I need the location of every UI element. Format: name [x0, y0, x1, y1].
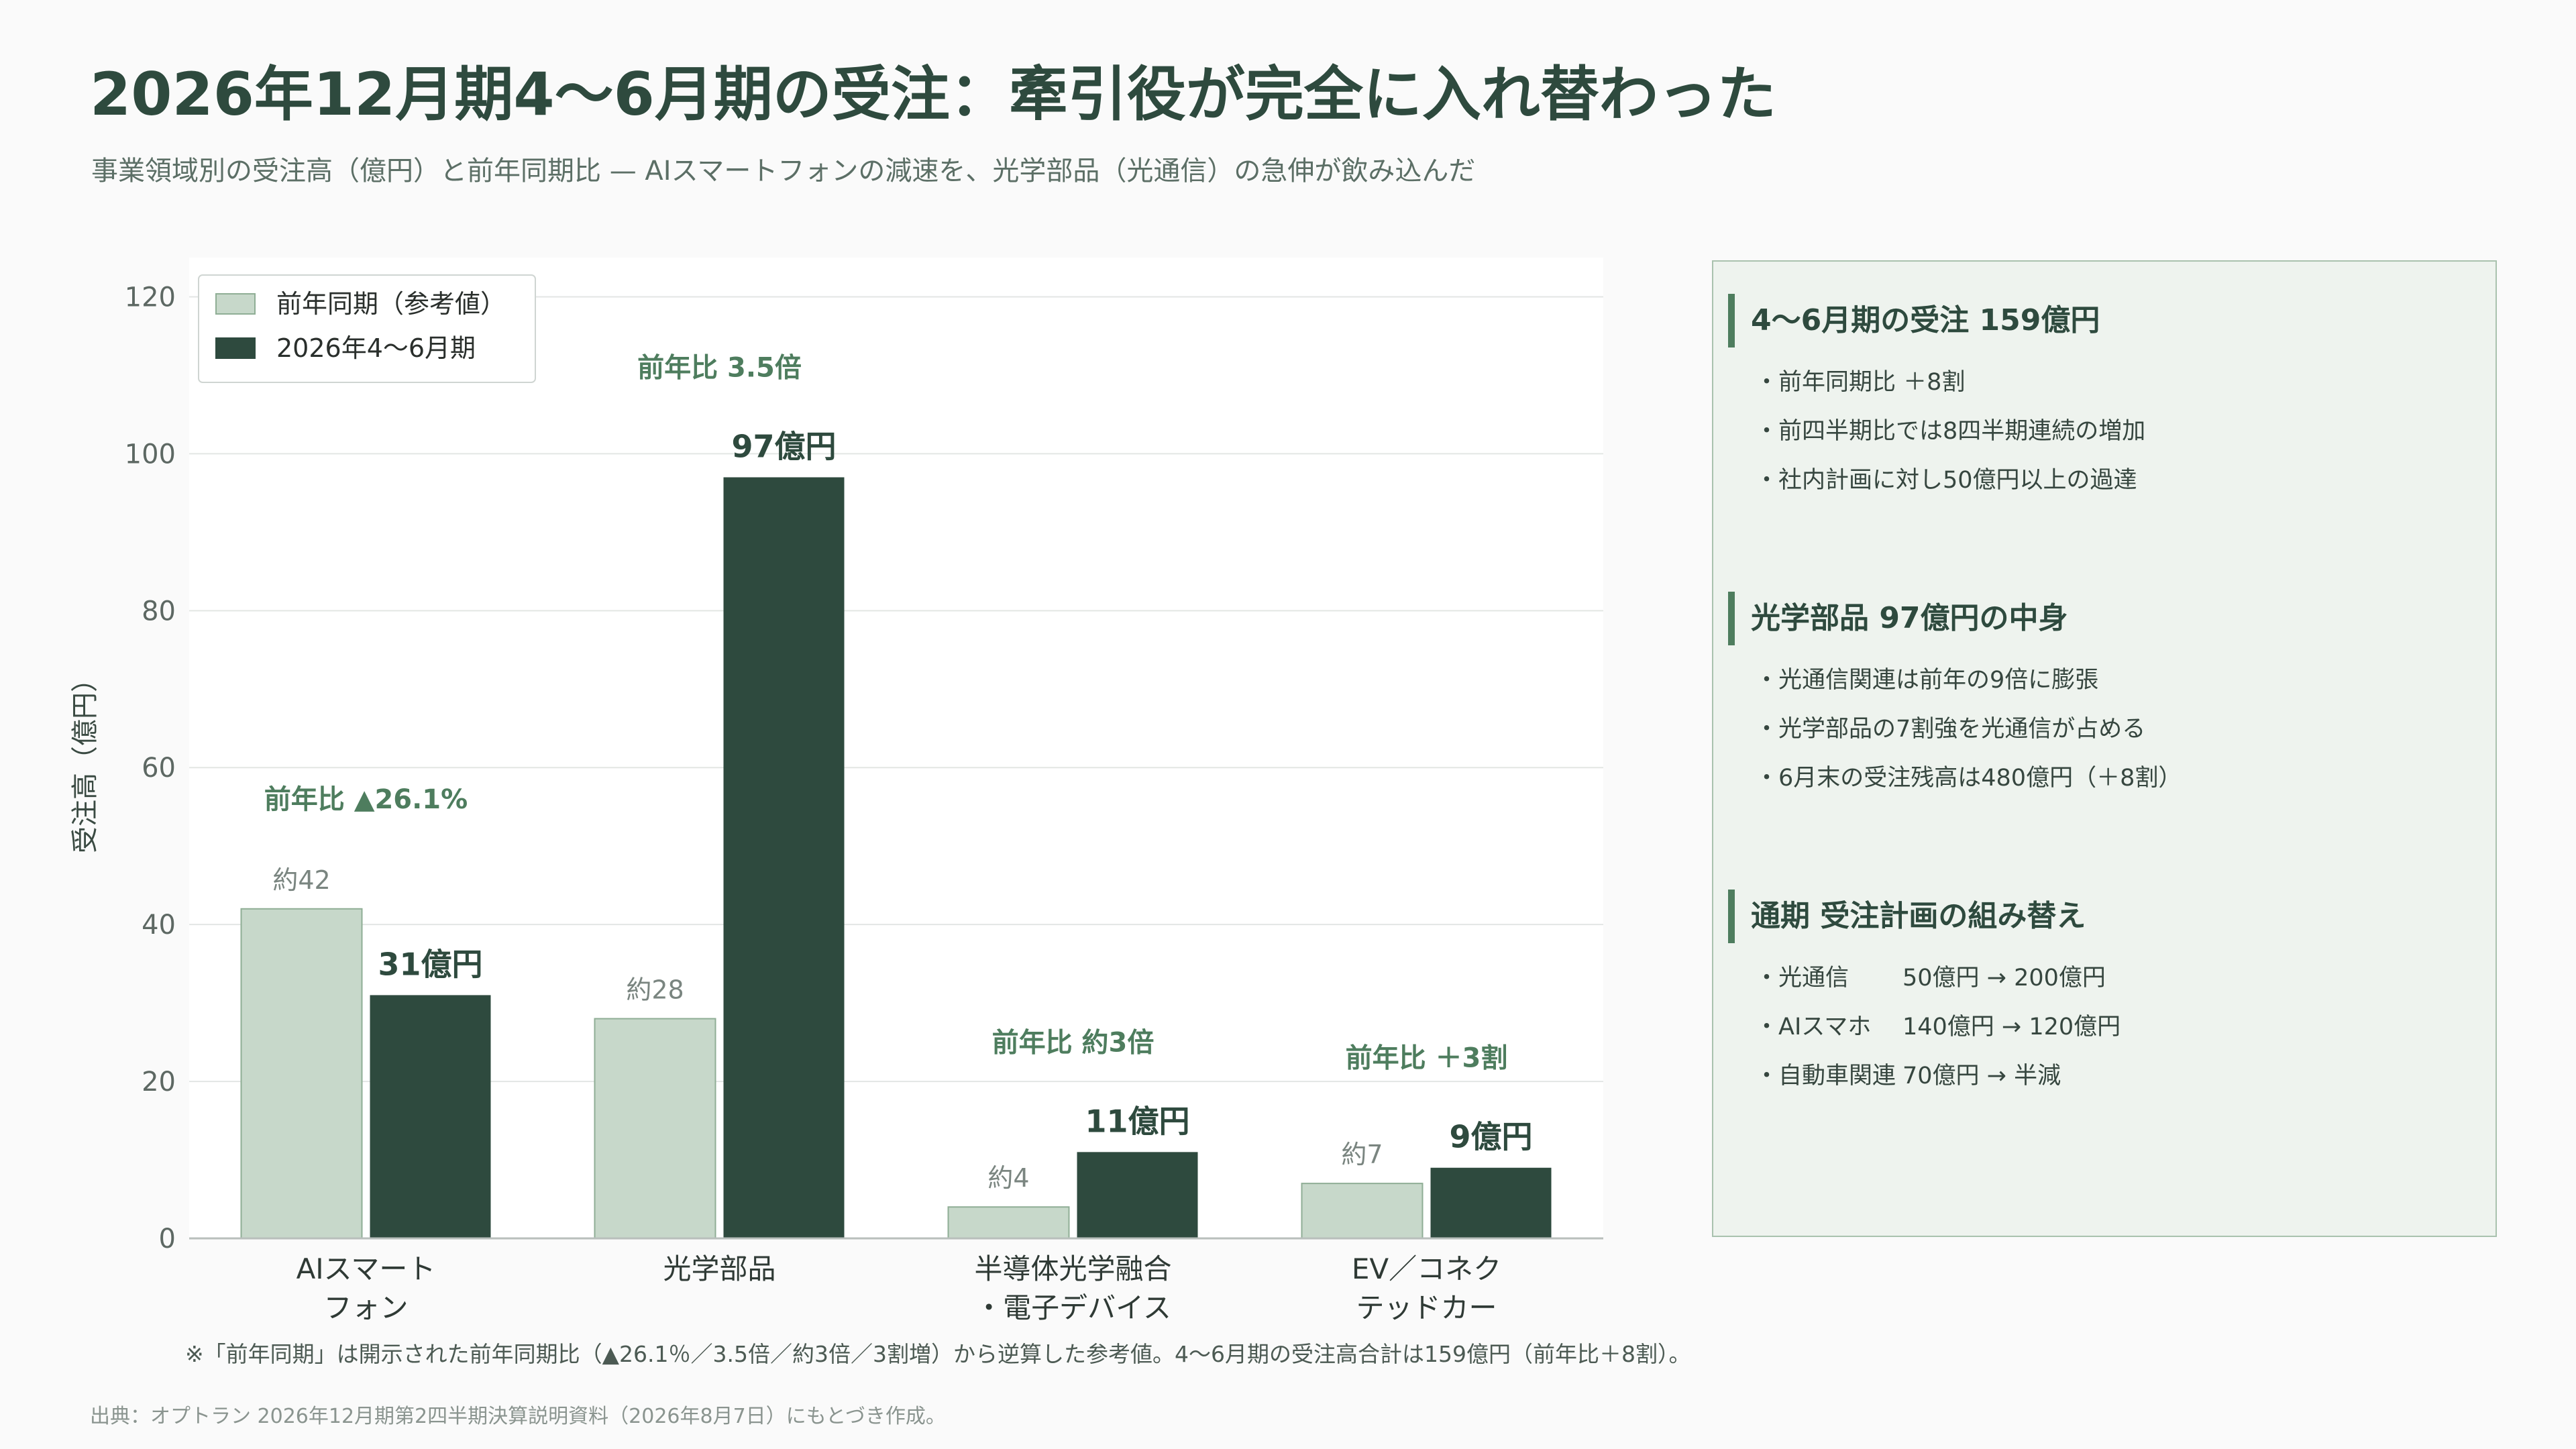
plan-item-name: ・AIスマホ — [1755, 1014, 1872, 1040]
bar-label-previous: 約28 — [626, 975, 684, 1005]
x-tick-label: AIスマート — [297, 1252, 436, 1285]
growth-label: 前年比 ＋3割 — [1346, 1043, 1508, 1074]
summary-heading-plan: 通期 受注計画の組み替え — [1728, 890, 2121, 943]
x-tick-label: 半導体光学融合 — [974, 1252, 1171, 1285]
growth-label: 前年比 ▲26.1% — [264, 784, 468, 815]
y-tick-label: 60 — [142, 753, 176, 784]
bar-label-previous: 約42 — [272, 865, 330, 895]
bar-label-current: 9億円 — [1449, 1119, 1532, 1155]
summary-item: ・前四半期比では8四半期連続の増加 — [1755, 418, 2146, 445]
summary-section-optics: 光学部品 97億円の中身 ・光通信関連は前年の9倍に膨張 ・光学部品の7割強を光… — [1728, 592, 2182, 808]
plan-item: ・自動車関連 70億円 → 半減 — [1755, 1057, 2121, 1106]
growth-label: 前年比 3.5倍 — [637, 352, 802, 383]
bar-previous-year — [947, 1206, 1070, 1239]
y-tick-label: 100 — [125, 439, 176, 470]
summary-section-orders: 4〜6月期の受注 159億円 ・前年同期比 ＋8割 ・前四半期比では8四半期連続… — [1728, 294, 2145, 511]
y-tick-label: 40 — [142, 910, 176, 941]
y-tick-label: 0 — [159, 1224, 176, 1254]
legend-label: 前年同期（参考値） — [276, 289, 506, 319]
legend-label: 2026年4〜6月期 — [276, 333, 476, 363]
growth-label: 前年比 約3倍 — [992, 1027, 1155, 1058]
legend-swatch — [215, 337, 256, 359]
legend-box — [198, 274, 536, 383]
summary-item: ・光学部品の7割強を光通信が占める — [1755, 716, 2146, 743]
bar-previous-year — [1301, 1183, 1424, 1240]
y-tick-label: 120 — [125, 282, 176, 313]
bar-current-period — [1430, 1167, 1552, 1238]
bar-label-current: 31億円 — [378, 946, 482, 982]
x-tick-label: テッドカー — [1356, 1291, 1497, 1324]
legend-swatch — [215, 293, 256, 315]
bar-current-period — [370, 995, 491, 1238]
bar-label-current: 97億円 — [731, 428, 836, 464]
y-axis-title: 受注高（億円） — [70, 665, 101, 853]
summary-panel: 4〜6月期の受注 159億円 ・前年同期比 ＋8割 ・前四半期比では8四半期連続… — [1712, 260, 2497, 1237]
x-tick-label: フォン — [323, 1291, 408, 1324]
source-note: 出典：オプトラン 2026年12月期第2四半期決算説明資料（2026年8月7日）… — [90, 1405, 946, 1428]
bar-label-previous: 約4 — [987, 1163, 1029, 1193]
plan-item-change: 50億円 → 200億円 — [1902, 965, 2106, 991]
bar-label-previous: 約7 — [1341, 1140, 1383, 1169]
summary-section-plan: 通期 受注計画の組み替え ・光通信 50億円 → 200億円 ・AIスマホ 140億… — [1728, 890, 2121, 1106]
legend: 前年同期（参考値） 2026年4〜6月期 — [198, 274, 536, 383]
plan-item-change: 70億円 → 半減 — [1902, 1063, 2061, 1089]
x-tick-label: 光学部品 — [663, 1252, 775, 1285]
bar-label-current: 11億円 — [1085, 1103, 1189, 1139]
page-subtitle: 事業領域別の受注高（億円）と前年同期比 — AIスマートフォンの減速を、光学部品… — [91, 156, 1476, 186]
summary-item: ・前年同期比 ＋8割 — [1755, 369, 1966, 396]
y-tick-label: 20 — [142, 1067, 176, 1097]
bar-current-period — [1077, 1152, 1198, 1238]
bar-previous-year — [594, 1018, 716, 1239]
x-tick-label: EV／コネク — [1352, 1252, 1501, 1285]
summary-item: ・6月末の受注残高は480億円（＋8割） — [1755, 765, 2182, 792]
bar-current-period — [723, 477, 845, 1238]
y-tick-label: 80 — [142, 596, 176, 627]
summary-heading-orders: 4〜6月期の受注 159億円 — [1728, 294, 2145, 347]
x-tick-label: ・電子デバイス — [975, 1291, 1171, 1324]
plan-item-name: ・光通信 — [1755, 965, 1849, 991]
page-title: 2026年12月期4〜6月期の受注：牽引役が完全に入れ替わった — [90, 60, 1776, 129]
summary-item: ・社内計画に対し50億円以上の過達 — [1755, 467, 2137, 494]
plan-item: ・光通信 50億円 → 200億円 — [1755, 959, 2121, 1008]
footnote: ※「前年同期」は開示された前年同期比（▲26.1％／3.5倍／約3倍／3割増）か… — [185, 1341, 1691, 1367]
plan-item-name: ・自動車関連 — [1755, 1063, 1896, 1089]
summary-item: ・光通信関連は前年の9倍に膨張 — [1755, 667, 2099, 694]
summary-heading-optics: 光学部品 97億円の中身 — [1728, 592, 2182, 645]
plan-item-change: 140億円 → 120億円 — [1902, 1014, 2121, 1040]
bar-previous-year — [240, 908, 363, 1239]
plan-item: ・AIスマホ 140億円 → 120億円 — [1755, 1008, 2121, 1057]
